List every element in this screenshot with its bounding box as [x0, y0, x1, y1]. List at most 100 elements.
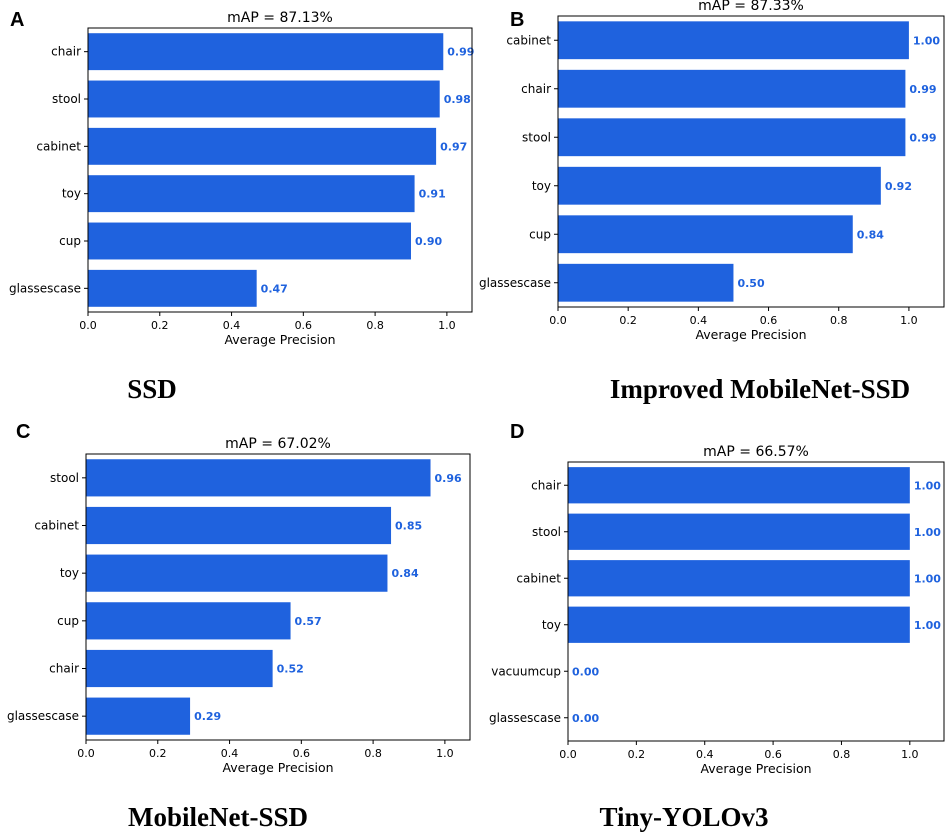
bar-cup: [86, 602, 291, 640]
category-label: toy: [532, 179, 551, 193]
value-label: 0.96: [435, 472, 462, 485]
bar-cup: [558, 215, 853, 254]
bar-cabinet: [88, 127, 437, 165]
plot-frame: [87, 27, 473, 313]
bar-toy: [568, 606, 910, 643]
x-tick-label: 0.6: [295, 319, 313, 332]
plot-frame: [557, 15, 945, 308]
category-label: glassescase: [7, 709, 79, 723]
category-label: cup: [57, 614, 79, 628]
value-label: 0.92: [885, 180, 912, 193]
bar-glassescase: [88, 269, 257, 307]
value-label: 0.00: [572, 665, 599, 678]
x-tick-label: 0.6: [293, 747, 311, 760]
category-label: toy: [60, 566, 79, 580]
category-label: cabinet: [34, 519, 79, 533]
x-tick-label: 0.4: [221, 747, 239, 760]
category-label: stool: [532, 525, 561, 539]
value-label: 0.84: [391, 567, 418, 580]
x-axis-label: Average Precision: [224, 332, 335, 347]
plot-frame: [85, 453, 471, 741]
plot-frame: [567, 461, 945, 742]
value-label: 0.52: [277, 663, 304, 676]
x-tick-label: 0.0: [549, 314, 567, 327]
panel-caption: Improved MobileNet-SSD: [610, 374, 910, 404]
value-label: 1.00: [914, 619, 941, 632]
bar-stool: [568, 513, 910, 550]
chart-title: mAP = 67.02%: [225, 436, 331, 452]
x-tick-label: 0.6: [760, 314, 778, 327]
panel-caption: MobileNet-SSD: [128, 802, 308, 832]
chart-panel-b: B Improved MobileNet-SSD mAP = 87.33% cabin…: [479, 0, 945, 404]
x-tick-label: 0.2: [151, 319, 169, 332]
x-tick-label: 0.4: [696, 748, 714, 761]
panel-letter: B: [510, 9, 524, 31]
bar-chair: [558, 69, 906, 108]
chart-panel-d: D Tiny-YOLOv3 mAP = 66.57% chair 1.00 stool 1.…: [489, 421, 945, 832]
x-tick-label: 0.8: [366, 319, 384, 332]
value-label: 0.97: [440, 140, 467, 153]
value-label: 1.00: [913, 34, 940, 47]
bar-chair: [86, 649, 273, 688]
x-axis-label: Average Precision: [700, 761, 811, 776]
category-label: vacuumcup: [491, 664, 561, 678]
chart-panel-c: C MobileNet-SSD mAP = 67.02% stool 0.96 cabin…: [7, 421, 471, 832]
x-tick-label: 0.6: [764, 748, 782, 761]
bar-cabinet: [558, 21, 909, 60]
category-label: glassescase: [479, 276, 551, 290]
bar-glassescase: [558, 263, 734, 302]
value-label: 0.99: [447, 46, 474, 59]
x-axis-label: Average Precision: [222, 760, 333, 775]
category-label: cabinet: [506, 33, 551, 47]
category-label: stool: [52, 92, 81, 106]
value-label: 1.00: [914, 572, 941, 585]
x-tick-label: 0.2: [149, 747, 167, 760]
bar-cup: [88, 222, 411, 260]
category-label: glassescase: [489, 711, 561, 725]
value-label: 0.99: [909, 83, 936, 96]
category-label: chair: [49, 662, 79, 676]
value-label: 1.00: [914, 479, 941, 492]
category-label: glassescase: [9, 281, 81, 295]
value-label: 0.50: [737, 277, 764, 290]
chart-title: mAP = 87.13%: [227, 10, 333, 26]
panel-letter: C: [16, 421, 30, 443]
x-tick-label: 0.0: [77, 747, 95, 760]
value-label: 0.90: [415, 235, 442, 248]
x-tick-label: 0.4: [690, 314, 708, 327]
value-label: 0.84: [857, 228, 884, 241]
value-label: 0.99: [909, 131, 936, 144]
value-label: 1.00: [914, 526, 941, 539]
category-label: cup: [59, 234, 81, 248]
category-label: stool: [522, 130, 551, 144]
x-tick-label: 0.0: [79, 319, 97, 332]
value-label: 0.98: [444, 93, 471, 106]
x-tick-label: 0.8: [830, 314, 848, 327]
value-label: 0.91: [419, 188, 446, 201]
x-tick-label: 0.8: [833, 748, 851, 761]
chart-panel-a: A SSD mAP = 87.13% chair 0.99 stool 0.98 cabine…: [9, 9, 474, 404]
panel-letter: D: [510, 421, 524, 443]
x-tick-label: 0.2: [619, 314, 637, 327]
bar-toy: [86, 554, 388, 592]
panel-caption: Tiny-YOLOv3: [599, 802, 768, 832]
chart-title: mAP = 87.33%: [698, 0, 804, 14]
x-tick-label: 0.2: [628, 748, 646, 761]
bar-stool: [558, 118, 906, 157]
x-tick-label: 0.4: [223, 319, 241, 332]
x-axis-label: Average Precision: [695, 327, 806, 342]
bar-stool: [86, 459, 431, 497]
bar-stool: [88, 80, 440, 118]
category-label: chair: [531, 478, 561, 492]
bar-chair: [88, 33, 444, 71]
category-label: toy: [542, 618, 561, 632]
panel-caption: SSD: [127, 374, 177, 404]
bar-chair: [568, 467, 910, 504]
x-tick-label: 1.0: [901, 748, 919, 761]
category-label: cup: [529, 227, 551, 241]
bar-toy: [558, 166, 881, 205]
category-label: chair: [51, 45, 81, 59]
value-label: 0.47: [261, 282, 288, 295]
x-tick-label: 1.0: [900, 314, 918, 327]
